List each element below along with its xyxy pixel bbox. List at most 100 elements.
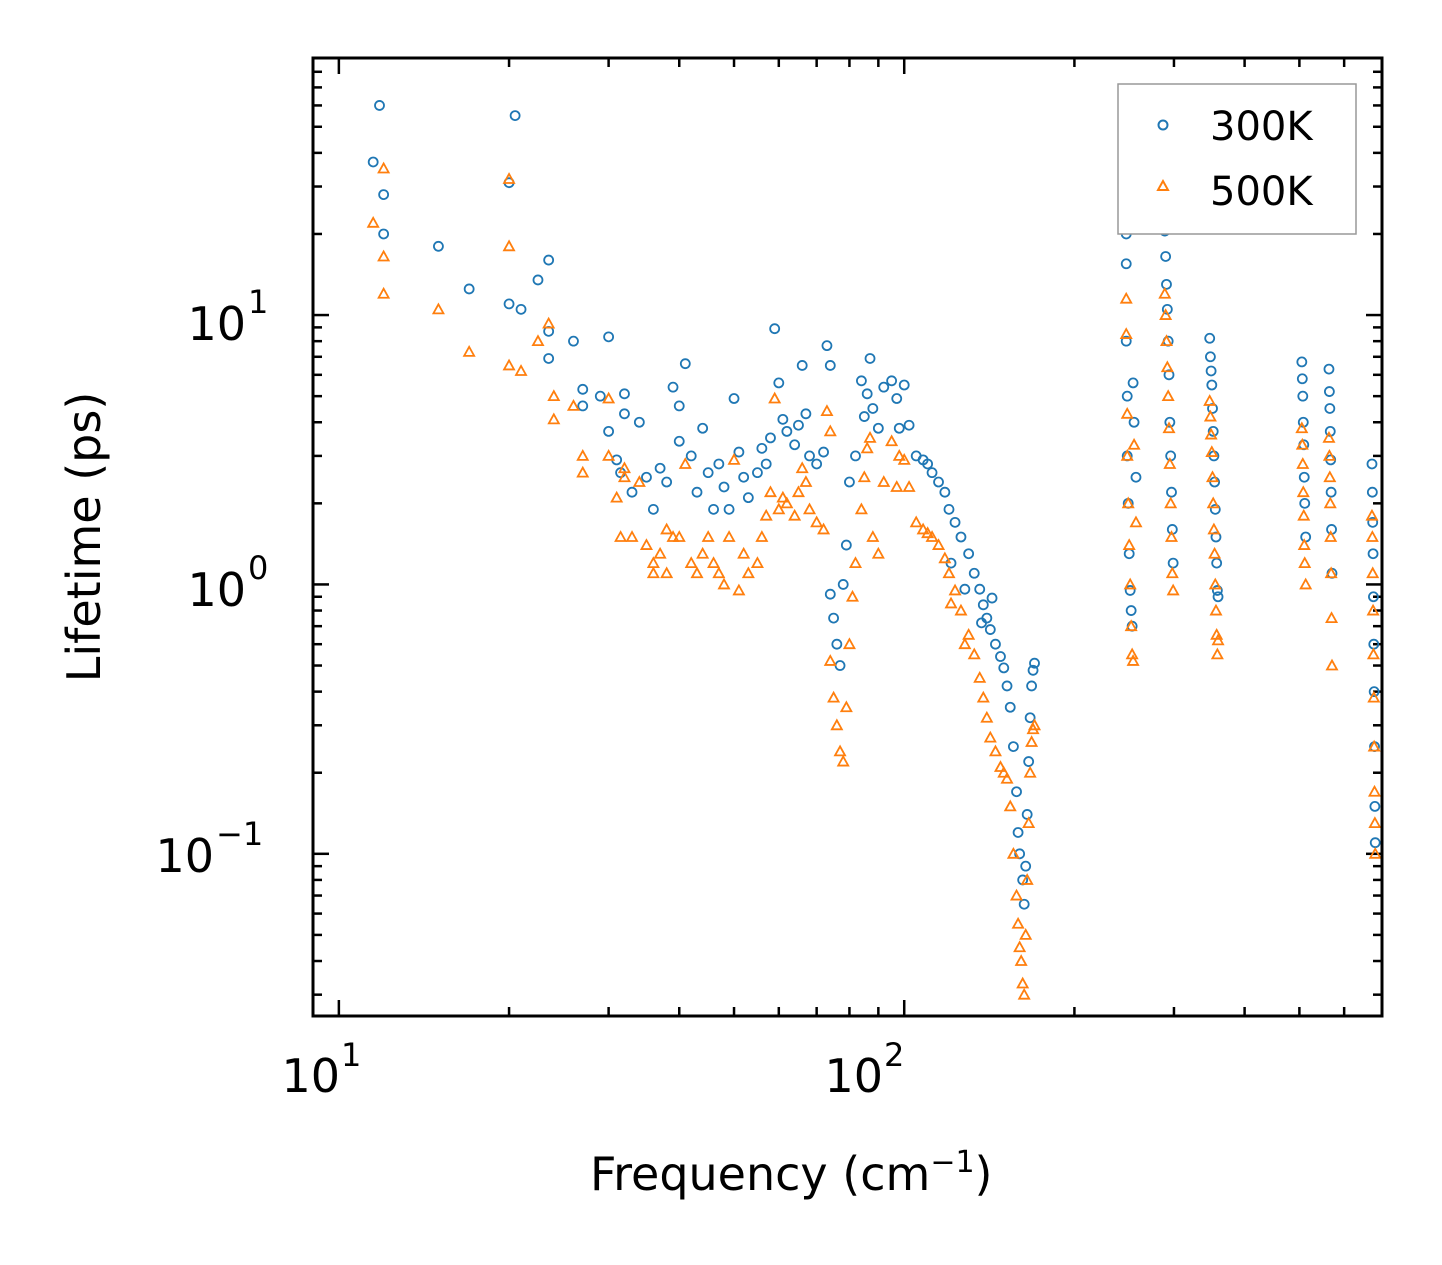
- data-point-500k-84: [909, 515, 923, 528]
- data-point-500k-176: [1366, 647, 1380, 660]
- data-point-500k-78: [877, 475, 891, 487]
- y-tick-label-0.1-exp: −1: [216, 815, 263, 853]
- data-point-500k-120: [1119, 291, 1133, 304]
- data-point-300k-143: [1167, 557, 1179, 569]
- data-point-300k-53: [781, 425, 793, 437]
- data-point-500k-77: [871, 546, 885, 559]
- data-point-500k-139: [1164, 496, 1178, 509]
- data-point-300k-81: [898, 379, 910, 391]
- data-point-300k-147: [1206, 379, 1218, 391]
- plot-frame: [311, 56, 1384, 1018]
- data-point-500k-63: [823, 654, 837, 666]
- data-point-500k-157: [1295, 437, 1309, 450]
- data-point-500k-131: [1129, 515, 1143, 528]
- data-point-300k-25: [626, 486, 638, 498]
- data-point-300k-30: [667, 381, 679, 393]
- data-point-300k-16: [577, 400, 589, 412]
- data-point-500k-86: [921, 526, 935, 539]
- data-point-300k-22: [619, 388, 630, 400]
- data-point-500k-138: [1163, 457, 1177, 469]
- data-point-300k-33: [679, 358, 691, 370]
- data-point-300k-110: [1021, 809, 1033, 820]
- data-point-300k-90: [949, 516, 961, 528]
- data-point-500k-112: [1020, 873, 1034, 885]
- data-point-500k-97: [980, 710, 994, 723]
- data-point-300k-54: [789, 439, 801, 451]
- data-point-300k-5: [463, 283, 475, 295]
- data-point-500k-26: [646, 556, 660, 569]
- data-point-500k-6: [502, 358, 516, 371]
- data-point-300k-100: [998, 662, 1010, 674]
- data-point-500k-155: [1211, 633, 1225, 646]
- data-point-300k-127: [1124, 585, 1136, 596]
- x-tick-label-10: 10: [281, 1049, 340, 1103]
- data-point-500k-49: [763, 485, 778, 498]
- data-point-500k-31: [666, 530, 680, 542]
- data-point-500k-0: [366, 215, 380, 228]
- data-point-500k-23: [625, 530, 639, 542]
- data-point-300k-98: [990, 638, 1001, 650]
- data-point-500k-125: [1122, 538, 1136, 550]
- data-point-500k-81: [892, 449, 906, 461]
- data-point-500k-134: [1159, 334, 1174, 347]
- data-point-500k-75: [863, 431, 877, 443]
- data-point-500k-54: [788, 508, 802, 521]
- data-point-500k-126: [1123, 577, 1137, 590]
- data-point-500k-20: [614, 530, 628, 542]
- data-point-300k-63: [824, 588, 836, 600]
- data-point-500k-135: [1160, 360, 1174, 373]
- data-point-300k-26: [641, 471, 652, 483]
- data-point-500k-171: [1325, 658, 1339, 671]
- data-point-500k-27: [646, 566, 660, 579]
- data-point-300k-87: [933, 476, 944, 488]
- data-point-500k-89: [938, 551, 952, 564]
- data-point-300k-40: [718, 481, 730, 493]
- data-point-300k-39: [713, 458, 725, 470]
- data-point-500k-13: [547, 412, 561, 425]
- data-point-500k-44: [737, 546, 751, 559]
- data-point-500k-34: [684, 556, 698, 569]
- data-point-300k-176: [1367, 548, 1379, 560]
- data-point-300k-138: [1163, 369, 1175, 381]
- data-point-500k-29: [660, 522, 674, 535]
- data-point-300k-115: [1029, 657, 1040, 669]
- data-point-300k-62: [824, 360, 836, 371]
- data-point-500k-93: [962, 627, 976, 640]
- data-point-500k-24: [632, 475, 646, 487]
- data-point-300k-128: [1125, 605, 1137, 616]
- data-point-300k-108: [1018, 898, 1030, 910]
- data-point-500k-56: [795, 461, 809, 474]
- data-point-300k-134: [1160, 251, 1172, 262]
- data-point-300k-131: [1128, 416, 1140, 428]
- data-point-500k-48: [759, 508, 773, 521]
- data-point-500k-127: [1124, 619, 1138, 632]
- data-point-300k-59: [811, 458, 823, 470]
- data-point-300k-24: [633, 416, 645, 428]
- data-point-300k-104: [1011, 786, 1022, 798]
- data-point-500k-162: [1298, 556, 1312, 569]
- data-point-500k-151: [1208, 577, 1222, 590]
- data-point-500k-8: [502, 172, 516, 184]
- data-point-500k-3: [377, 161, 391, 174]
- data-point-500k-87: [925, 530, 939, 542]
- data-point-300k-116: [986, 592, 998, 604]
- data-point-300k-13: [543, 353, 555, 364]
- data-point-500k-55: [791, 485, 805, 498]
- data-point-300k-49: [765, 432, 776, 444]
- data-point-500k-137: [1162, 421, 1176, 434]
- data-point-500k-43: [732, 583, 746, 596]
- data-point-300k-57: [800, 408, 812, 420]
- data-point-300k-76: [872, 422, 884, 434]
- data-point-300k-58: [804, 450, 815, 462]
- data-point-300k-64: [828, 612, 839, 624]
- x-tick-label-10-base: 10: [281, 1049, 340, 1103]
- data-point-500k-177: [1367, 690, 1381, 703]
- data-point-500k-129: [1126, 654, 1140, 666]
- data-point-300k-111: [1023, 756, 1035, 767]
- data-point-300k-114: [1027, 664, 1039, 676]
- data-point-300k-0: [367, 156, 379, 168]
- y-tick-label-1-exp: 0: [248, 549, 268, 587]
- y-tick-label-0.1: 10: [155, 829, 214, 883]
- data-point-500k-92: [954, 603, 968, 616]
- x-axis-title-end: ): [975, 1147, 993, 1201]
